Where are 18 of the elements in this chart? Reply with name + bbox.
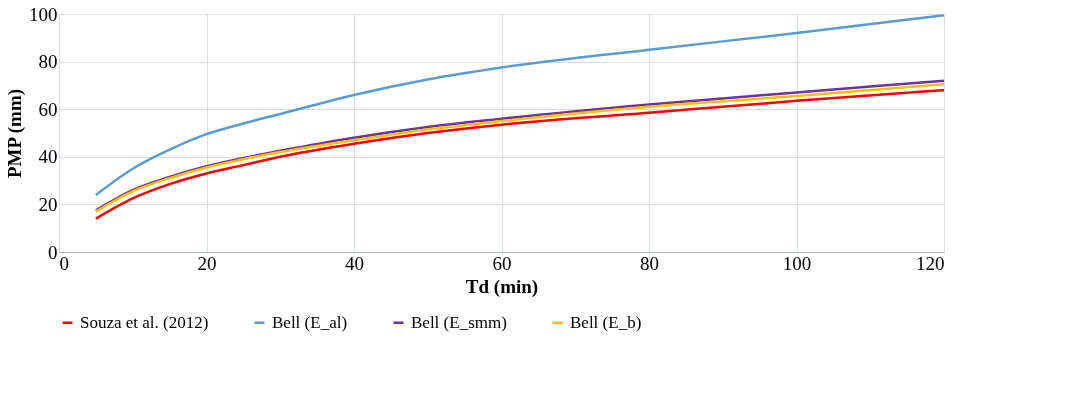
legend-label: Souza et al. (2012) (80, 312, 209, 332)
legend-label: Bell (E_smm) (411, 312, 507, 332)
y-tick-label: 20 (38, 193, 58, 215)
x-tick-label: 120 (916, 252, 945, 274)
x-tick-label: 100 (782, 252, 812, 274)
y-tick-label: 100 (29, 3, 58, 25)
x-tick-label: 60 (492, 252, 512, 274)
x-tick-label: 20 (197, 252, 217, 274)
x-axis-title: Td (min) (465, 275, 539, 298)
x-tick-label: 80 (640, 252, 659, 274)
legend-label: Bell (E_b) (570, 312, 642, 332)
y-tick-label: 40 (38, 146, 58, 168)
legend-label: Bell (E_al) (272, 312, 348, 332)
y-tick-label: 80 (38, 51, 58, 73)
line-series (94, 13, 946, 197)
y-axis-title: PMP (mm) (4, 88, 26, 179)
y-tick-label: 60 (38, 98, 58, 120)
x-tick-label: 40 (345, 252, 364, 274)
